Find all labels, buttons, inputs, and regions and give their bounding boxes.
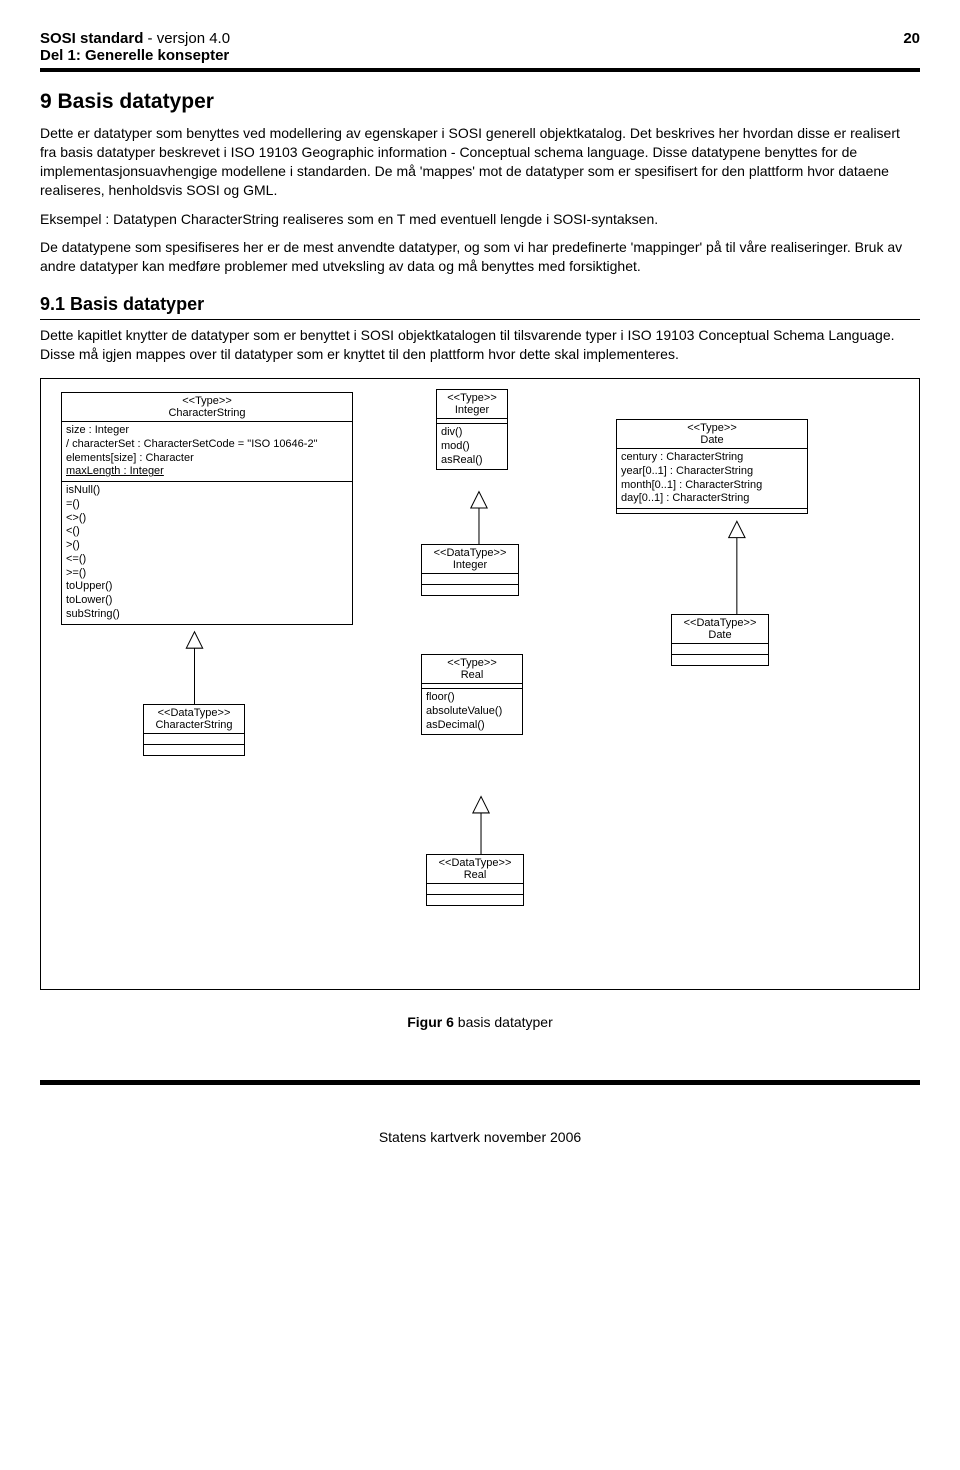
section-heading: 9 Basis datatyper [40,90,920,114]
para-4: Dette kapitlet knytter de datatyper som … [40,326,920,364]
header-subtitle: Del 1: Generelle konsepter [40,47,230,64]
header-rule [40,68,920,72]
para-1: Dette er datatyper som benyttes ved mode… [40,124,920,200]
uml-integer-type: <<Type>> Integer div() mod() asReal() [436,389,508,470]
subsection-rule [40,319,920,320]
uml-characterstring-type: <<Type>> CharacterString size : Integer … [61,392,353,625]
uml-characterstring-datatype: <<DataType>> CharacterString [143,704,245,756]
uml-real-datatype: <<DataType>> Real [426,854,524,906]
uml-real-type: <<Type>> Real floor() absoluteValue() as… [421,654,523,735]
page-header: SOSI standard - versjon 4.0 Del 1: Gener… [40,30,920,72]
uml-date-datatype: <<DataType>> Date [671,614,769,666]
para-3: De datatypene som spesifiseres her er de… [40,238,920,276]
uml-integer-datatype: <<DataType>> Integer [421,544,519,596]
footer-rule [40,1080,920,1085]
uml-diagram: <<Type>> CharacterString size : Integer … [40,378,920,990]
subsection-heading: 9.1 Basis datatyper [40,294,920,315]
header-title-bold: SOSI standard [40,30,143,47]
figure-caption: Figur 6 basis datatyper [40,1014,920,1030]
footer-text: Statens kartverk november 2006 [40,1125,920,1145]
header-title-rest: - versjon 4.0 [143,30,230,47]
uml-date-type: <<Type>> Date century : CharacterString … [616,419,808,514]
page-number: 20 [903,30,920,47]
para-2: Eksempel : Datatypen CharacterString rea… [40,210,920,229]
